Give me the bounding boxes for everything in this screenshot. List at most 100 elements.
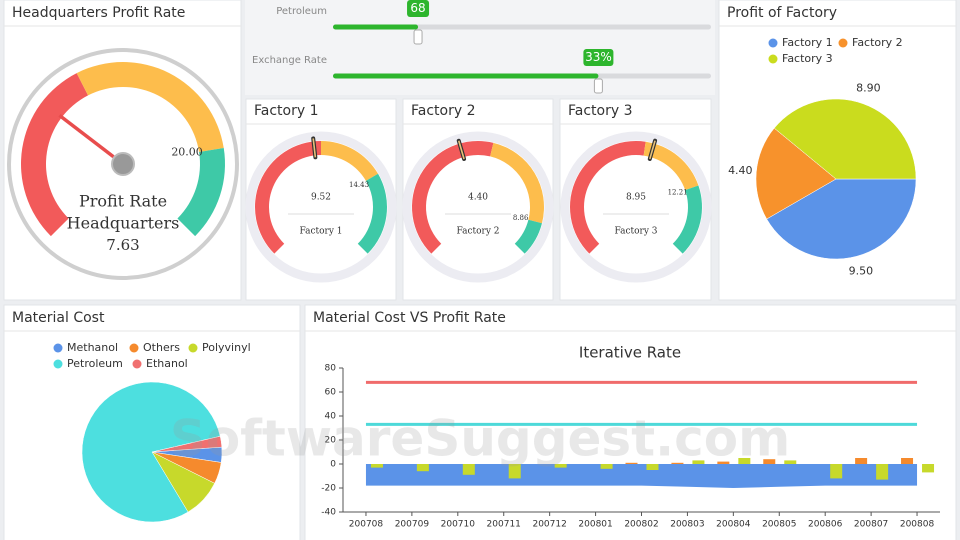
slider-panel bbox=[245, 0, 715, 95]
gauge-band bbox=[570, 141, 646, 254]
legend-label: Petroleum bbox=[67, 357, 123, 370]
gauge-band bbox=[177, 148, 225, 237]
bar bbox=[462, 464, 475, 475]
bar bbox=[370, 464, 383, 468]
slider-bubble bbox=[407, 0, 430, 17]
pie-slice bbox=[755, 127, 837, 220]
gauge-threshold-label: 14.43 bbox=[349, 181, 369, 189]
gauge-band bbox=[357, 173, 387, 254]
pie-slice bbox=[151, 435, 223, 453]
gauge-ring bbox=[7, 48, 239, 280]
gauge-value: 9.52 bbox=[311, 193, 331, 203]
y-tick-label: 20 bbox=[325, 436, 337, 446]
pie-label: 9.50 bbox=[849, 265, 874, 278]
legend-label: Factory 3 bbox=[782, 52, 833, 65]
panel-title: Factory 2 bbox=[411, 103, 476, 119]
slider-label: Petroleum bbox=[276, 6, 327, 17]
watermark: SoftwareSuggest.com bbox=[170, 410, 790, 468]
legend-label: Factory 1 bbox=[782, 36, 833, 49]
gauge-value: 4.40 bbox=[468, 193, 488, 203]
x-tick-label: 200803 bbox=[670, 520, 704, 530]
gauge-band bbox=[412, 141, 494, 254]
pie-slice bbox=[766, 178, 917, 260]
bar bbox=[416, 464, 429, 472]
gauge-value: 8.95 bbox=[626, 193, 646, 203]
gauge-label: Factory 2 bbox=[456, 227, 499, 237]
gauge-threshold-label: 20.00 bbox=[171, 145, 203, 158]
legend-label: Others bbox=[143, 341, 180, 354]
panel-title: Factory 3 bbox=[568, 103, 633, 119]
y-tick-label: -40 bbox=[321, 508, 336, 518]
gauge-band bbox=[21, 73, 89, 237]
legend-dot bbox=[53, 359, 63, 369]
gauge-band bbox=[490, 142, 544, 224]
bar bbox=[901, 458, 914, 464]
x-tick-label: 200708 bbox=[349, 520, 384, 530]
gauge-ring bbox=[245, 131, 397, 283]
gauge-band bbox=[643, 141, 699, 191]
bar bbox=[671, 462, 684, 464]
slider-bubble bbox=[583, 49, 614, 66]
x-tick-label: 200712 bbox=[532, 520, 566, 530]
bar bbox=[625, 462, 638, 464]
bar bbox=[830, 464, 843, 479]
gauge-ring bbox=[402, 131, 554, 283]
x-tick-label: 200801 bbox=[578, 520, 612, 530]
x-tick-label: 200808 bbox=[900, 520, 935, 530]
legend-label: Ethanol bbox=[146, 357, 188, 370]
legend-dot bbox=[768, 54, 778, 64]
panel bbox=[304, 304, 957, 540]
gauge-band bbox=[514, 219, 542, 254]
slider-thumb[interactable] bbox=[593, 78, 603, 94]
bar bbox=[784, 460, 797, 464]
pie-slice bbox=[773, 98, 917, 180]
slider-fill bbox=[333, 73, 599, 79]
gauge-needle-inner bbox=[457, 140, 465, 160]
panel-title: Factory 1 bbox=[254, 103, 319, 119]
gauge-label: Factory 3 bbox=[614, 227, 657, 237]
gauge-band bbox=[672, 185, 702, 254]
gauge-needle-inner bbox=[649, 140, 656, 160]
x-tick-label: 200710 bbox=[441, 520, 476, 530]
legend-dot bbox=[129, 343, 139, 353]
bar bbox=[554, 464, 567, 468]
gauge-label: Headquarters bbox=[67, 214, 180, 233]
slider-value: 33% bbox=[585, 50, 612, 64]
legend-label: Factory 2 bbox=[852, 36, 903, 49]
legend-dot bbox=[188, 343, 198, 353]
slider-thumb[interactable] bbox=[413, 29, 423, 45]
pie-label: 4.40 bbox=[728, 164, 753, 177]
y-tick-label: 40 bbox=[325, 412, 337, 422]
gauge-label: Profit Rate bbox=[79, 192, 167, 211]
legend-dot bbox=[132, 359, 142, 369]
gauge-value: 7.63 bbox=[106, 236, 139, 254]
legend-dot bbox=[838, 38, 848, 48]
chart-title: Iterative Rate bbox=[579, 344, 681, 362]
x-tick-label: 200802 bbox=[624, 520, 658, 530]
x-tick-label: 200709 bbox=[395, 520, 430, 530]
legend-dot bbox=[53, 343, 63, 353]
panel-title: Headquarters Profit Rate bbox=[12, 5, 185, 21]
panel-title: Material Cost bbox=[12, 310, 105, 326]
legend-dot bbox=[768, 38, 778, 48]
gauge-hub bbox=[111, 152, 135, 176]
bar bbox=[922, 464, 935, 473]
area bbox=[365, 464, 918, 488]
x-tick-label: 200711 bbox=[487, 520, 521, 530]
x-tick-label: 200804 bbox=[716, 520, 751, 530]
bar bbox=[508, 464, 521, 479]
panel-title: Profit of Factory bbox=[727, 5, 837, 21]
gauge-ring bbox=[560, 131, 712, 283]
x-tick-label: 200805 bbox=[762, 520, 796, 530]
x-tick-label: 200806 bbox=[808, 520, 843, 530]
gauge-threshold-label: 8.86 bbox=[513, 214, 529, 222]
gauge-threshold-label: 12.21 bbox=[668, 189, 688, 197]
bar bbox=[646, 464, 659, 470]
bar bbox=[876, 464, 889, 480]
y-tick-label: 60 bbox=[325, 388, 337, 398]
bar bbox=[763, 459, 776, 464]
slider-value: 68 bbox=[410, 1, 425, 15]
slider-track bbox=[333, 24, 711, 30]
panel-title: Material Cost VS Profit Rate bbox=[313, 310, 506, 326]
